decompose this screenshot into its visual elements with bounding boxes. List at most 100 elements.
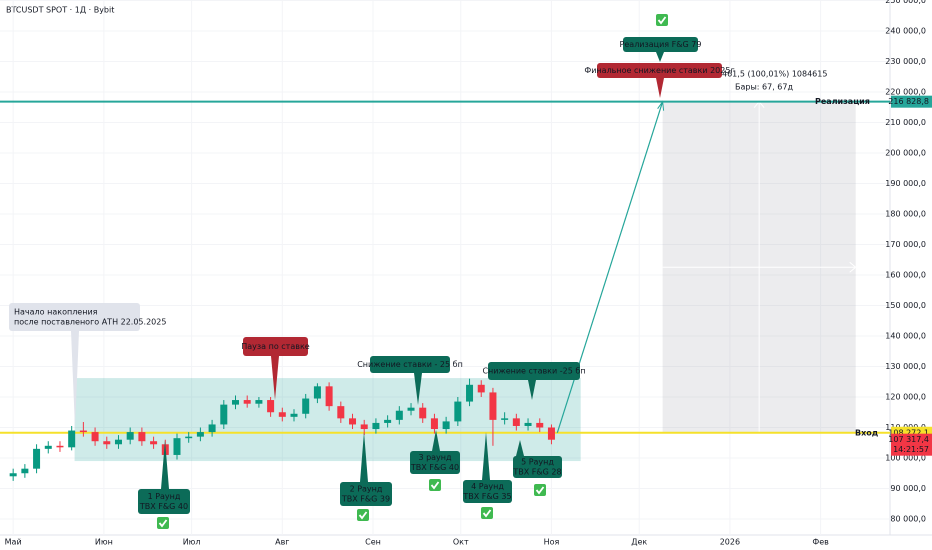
annotation-text: после поставленого АТН 22.05.2025 <box>14 318 166 327</box>
annotation-box <box>370 356 450 373</box>
annotation-text: 5 Раунд <box>521 458 554 467</box>
candle-body <box>395 410 403 420</box>
x-tick-label: Июн <box>95 538 113 547</box>
annotation-pointer <box>516 440 524 456</box>
candle-body <box>290 413 298 417</box>
level-price: 108 272,1 <box>888 428 929 437</box>
annotation-text: Снижение ставки -25 бп <box>482 367 585 376</box>
candle-body <box>173 438 181 455</box>
annotation-box <box>410 451 460 474</box>
last-price: 107 317,4 <box>888 435 929 444</box>
candle-body <box>33 448 41 469</box>
candle-body <box>501 418 509 420</box>
candle-body <box>68 430 76 448</box>
annotation-text: Начало накопления <box>14 308 98 317</box>
x-tick-label: Май <box>5 538 22 547</box>
annotation-text: 3 раунд <box>418 453 452 462</box>
chart-title: BTCUSDT SPOT · 1Д · Bybit <box>6 6 114 15</box>
annotation-text: TBX F&G 39 <box>341 495 390 504</box>
candle-body <box>185 436 193 439</box>
level-name: Реализация <box>815 97 870 106</box>
y-tick-label: 210 000,0 <box>885 118 926 127</box>
y-tick-label: 230 000,0 <box>885 57 926 66</box>
x-tick-label: Июл <box>183 538 201 547</box>
candle-body <box>536 422 544 428</box>
annotation-text: TBX F&G 35 <box>462 492 511 501</box>
candle-body <box>231 400 239 405</box>
annotation-pointer <box>528 380 536 400</box>
annotation-box <box>138 489 190 514</box>
y-tick-label: 80 000,0 <box>890 515 926 524</box>
check-mark <box>657 16 667 25</box>
annotation-pointer <box>360 432 368 482</box>
annotation-box <box>488 362 580 380</box>
candle-body <box>512 418 520 426</box>
x-tick-label: 2026 <box>720 538 740 547</box>
candle-body <box>208 424 216 433</box>
check-icon <box>157 517 169 529</box>
y-tick-label: 130 000,0 <box>885 362 926 371</box>
y-tick-label: 170 000,0 <box>885 240 926 249</box>
candle-body <box>547 427 555 440</box>
annotation-box <box>597 63 722 78</box>
candle-body <box>138 432 146 442</box>
measure-label: 461,5 (100,01%) 1084615 <box>722 70 827 79</box>
check-mark <box>358 511 368 520</box>
annotation-text: 1 Раунд <box>148 492 181 501</box>
countdown: 14:21:57 <box>893 445 929 454</box>
candle-body <box>79 430 87 433</box>
annotation-text: TBX F&G 40 <box>139 502 188 511</box>
x-tick-label: Окт <box>453 538 469 547</box>
candle-body <box>349 418 357 425</box>
candle-body <box>56 445 64 448</box>
annotation-text: Пауза по ставке <box>241 342 310 351</box>
annotation-box <box>463 480 512 503</box>
last-price-bg <box>891 433 932 456</box>
check-icon <box>429 479 441 491</box>
x-tick-label: Авг <box>275 538 289 547</box>
y-tick-label: 160 000,0 <box>885 271 926 280</box>
check-mark <box>535 486 545 495</box>
measure-arrow <box>849 261 857 273</box>
annotation-text: TBX F&G 28 <box>512 468 561 477</box>
annotation-box <box>9 303 140 331</box>
candle-body <box>302 398 310 414</box>
check-icon <box>481 507 493 519</box>
candle-body <box>360 424 368 430</box>
annotation-box <box>243 337 308 356</box>
annotation-pointer <box>482 432 490 480</box>
annotation-pointer <box>271 356 279 400</box>
candle-body <box>44 445 52 449</box>
x-tick-label: Фев <box>812 538 829 547</box>
annotation-text: Реализация F&G 79 <box>620 40 702 49</box>
annotation-pointer <box>161 440 169 489</box>
candle-body <box>337 406 345 419</box>
check-icon <box>357 509 369 521</box>
candle-body <box>325 386 333 407</box>
y-tick-label: 150 000,0 <box>885 301 926 310</box>
x-tick-label: Ноя <box>544 538 560 547</box>
annotation-box <box>623 37 698 52</box>
candle-body <box>114 439 122 445</box>
check-mark <box>158 519 168 528</box>
candle-body <box>255 400 263 404</box>
level-price-bg <box>891 95 932 108</box>
annotation-text: TBX F&G 40 <box>410 463 459 472</box>
check-icon <box>656 14 668 26</box>
y-tick-label: 250 000,0 <box>885 0 926 5</box>
candle-body <box>150 441 158 445</box>
annotation-box <box>340 482 392 506</box>
level-price: 216 828,8 <box>888 97 929 106</box>
y-tick-label: 180 000,0 <box>885 210 926 219</box>
annotation-pointer <box>656 52 664 62</box>
y-tick-label: 100 000,0 <box>885 454 926 463</box>
candle-body <box>524 422 532 426</box>
check-mark <box>430 481 440 490</box>
check-mark <box>482 509 492 518</box>
x-tick-label: Дек <box>631 538 647 547</box>
annotation-pointer <box>71 331 79 428</box>
y-tick-label: 220 000,0 <box>885 88 926 97</box>
annotation-pointer <box>656 78 664 98</box>
candle-body <box>430 418 438 430</box>
